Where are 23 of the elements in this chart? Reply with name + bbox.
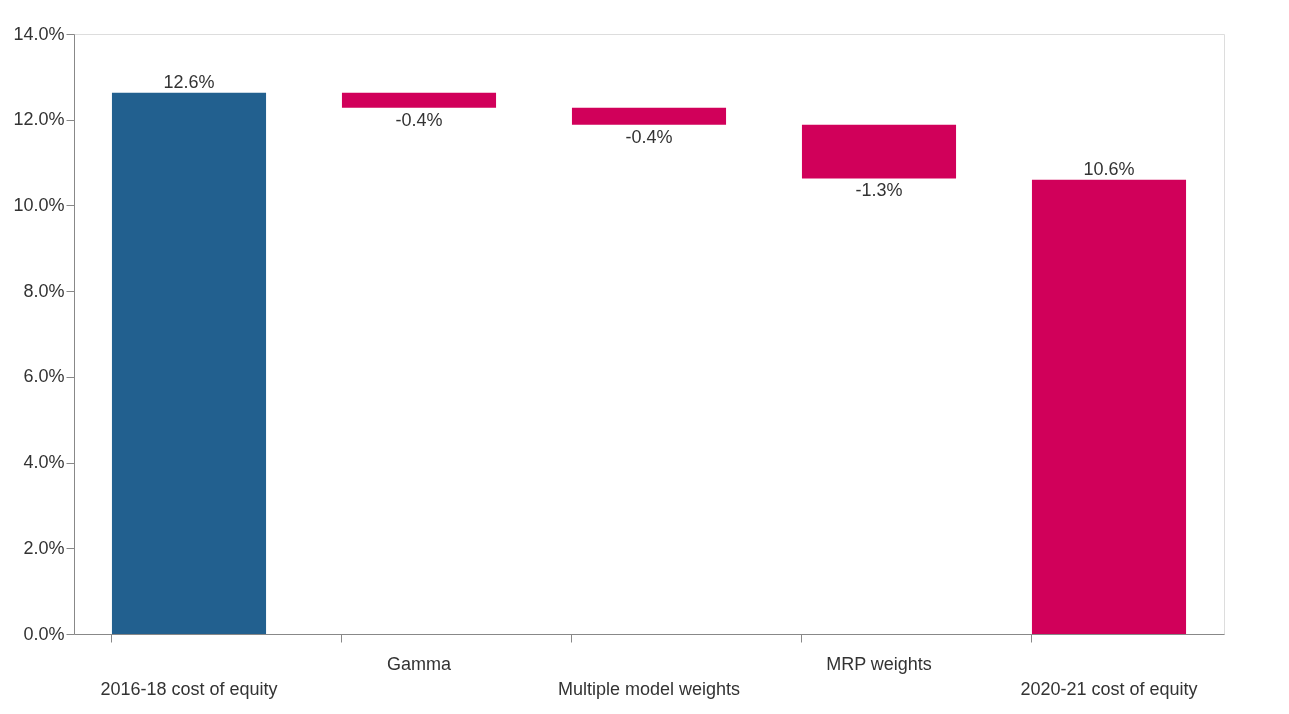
bar: [1031, 179, 1187, 634]
y-tick-label: 12.0%: [13, 109, 65, 130]
bar: [111, 92, 267, 634]
y-tick-label: 6.0%: [23, 366, 65, 387]
bar: [801, 124, 957, 179]
data-label: -0.4%: [395, 109, 443, 130]
data-label: 12.6%: [163, 71, 215, 92]
y-tick-label: 8.0%: [23, 280, 65, 301]
data-label: -0.4%: [625, 126, 673, 147]
y-tick-label: 2.0%: [23, 537, 65, 558]
x-tick-label: 2020-21 cost of equity: [1020, 679, 1198, 699]
data-label: 10.6%: [1083, 158, 1135, 179]
x-tick-label: Multiple model weights: [557, 679, 741, 699]
bar: [571, 107, 727, 125]
x-tick-label: MRP weights: [826, 654, 932, 674]
y-tick-label: 4.0%: [23, 452, 65, 473]
bar: [341, 92, 497, 108]
y-tick-label: 10.0%: [13, 194, 65, 215]
y-tick-label: 14.0%: [13, 23, 65, 44]
data-label: -1.3%: [855, 180, 903, 201]
y-tick-label: 0.0%: [23, 623, 65, 644]
x-tick-label: 2016-18 cost of equity: [100, 679, 278, 699]
x-tick-label: Gamma: [386, 654, 452, 674]
